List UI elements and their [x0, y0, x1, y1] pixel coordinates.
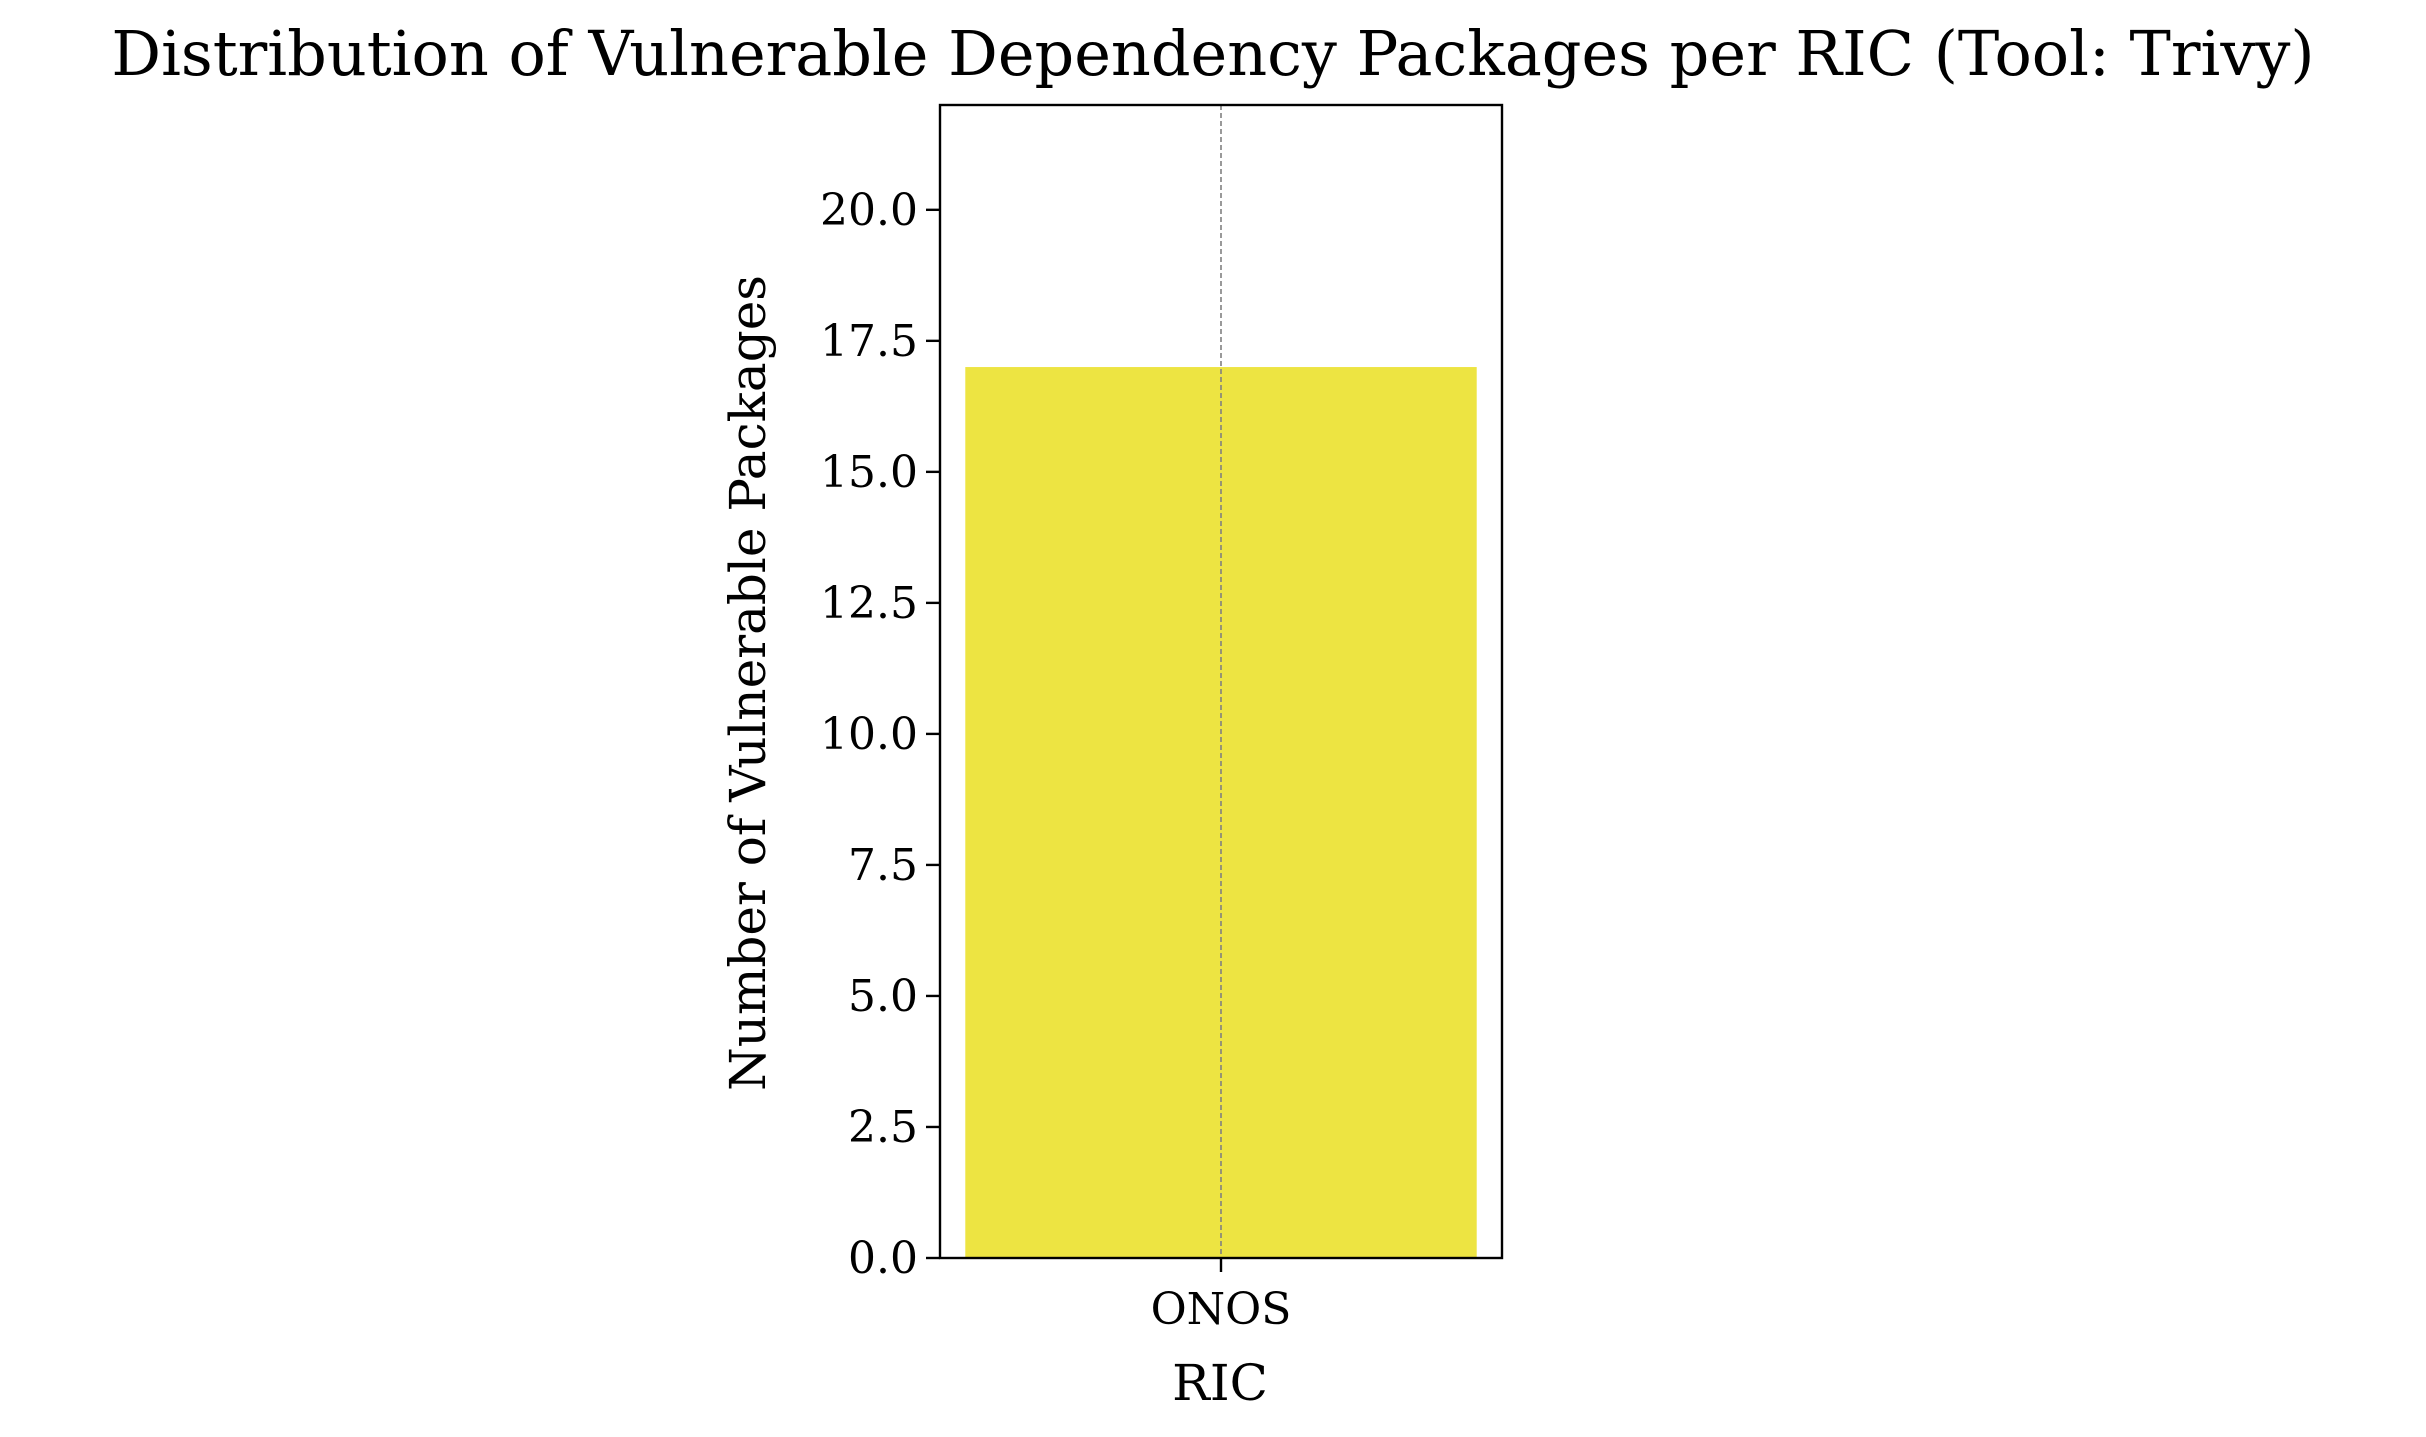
y-tick-label: 15.0	[820, 447, 918, 498]
y-tick-label: 0.0	[848, 1233, 918, 1284]
y-tick-label: 12.5	[820, 578, 918, 629]
y-axis-label: Number of Vulnerable Packages	[719, 275, 777, 1091]
y-tick-label: 20.0	[820, 185, 918, 236]
plot-area: 0.0 2.5 5.0 7.5 10.0 12.5 15.0 17.5 20.0 ONOS	[820, 103, 1504, 1335]
x-axis-label: RIC	[1172, 1354, 1268, 1412]
x-tick-label: ONOS	[1151, 1284, 1292, 1335]
y-tick-label: 17.5	[820, 316, 918, 367]
chart-title: Distribution of Vulnerable Dependency Pa…	[111, 17, 2314, 90]
y-tick-label: 7.5	[848, 840, 918, 891]
y-tick-label: 2.5	[848, 1102, 918, 1153]
y-tick-label: 10.0	[820, 709, 918, 760]
y-tick-label: 5.0	[848, 971, 918, 1022]
